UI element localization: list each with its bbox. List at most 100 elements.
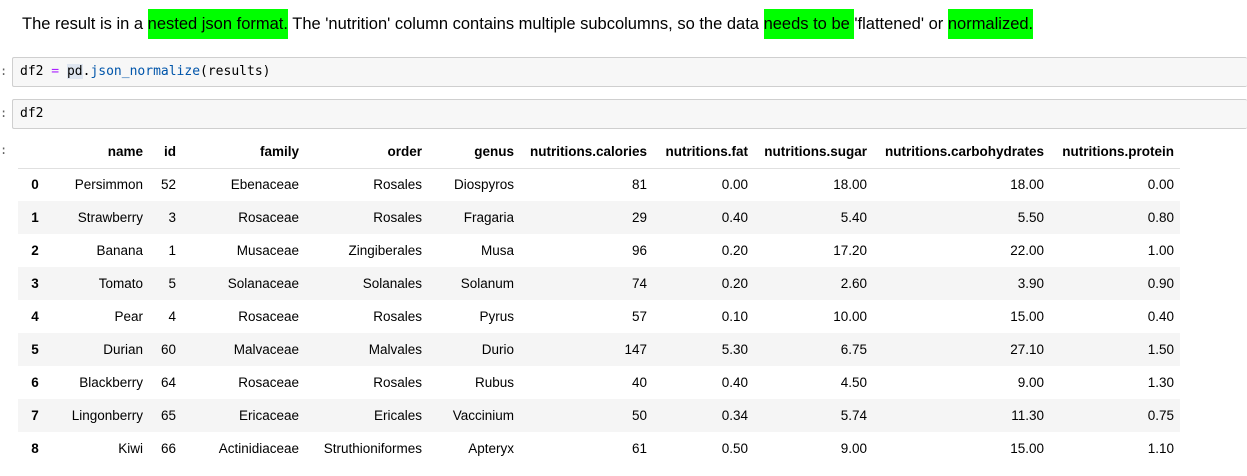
table-cell: 15.00 bbox=[1010, 441, 1044, 456]
table-cell: 40 bbox=[631, 375, 647, 390]
cell-prompt: : bbox=[0, 106, 8, 120]
column-header: name bbox=[52, 136, 149, 169]
column-header: nutritions.protein bbox=[1050, 136, 1180, 169]
table-cell: Malvaceae bbox=[233, 342, 299, 357]
table-cell: Ericaceae bbox=[238, 408, 299, 423]
table-cell: 18.00 bbox=[833, 177, 867, 193]
table-cell: 5.40 bbox=[840, 210, 867, 225]
markdown-text: The result is in a nested json format. T… bbox=[22, 8, 1034, 40]
table-cell: Pear bbox=[114, 309, 143, 324]
column-header: id bbox=[149, 136, 182, 169]
table-cell: Ericales bbox=[373, 408, 422, 423]
table-header-row: name id family order genus nutritions.ca… bbox=[18, 136, 1180, 169]
table-cell: 0.90 bbox=[1147, 276, 1174, 291]
table-cell: Rosales bbox=[373, 177, 422, 193]
row-index: 8 bbox=[31, 441, 39, 456]
table-cell: Solanales bbox=[362, 276, 422, 291]
table-cell: Vaccinium bbox=[452, 408, 514, 423]
table-cell: 0.00 bbox=[1147, 177, 1174, 193]
table-cell: Ebenaceae bbox=[230, 177, 299, 193]
table-cell: 1.30 bbox=[1147, 375, 1174, 390]
table-cell: 18.00 bbox=[1010, 177, 1044, 193]
table-cell: Banana bbox=[96, 243, 143, 258]
table-cell: Tomato bbox=[98, 276, 143, 291]
table-cell: 29 bbox=[631, 210, 647, 225]
table-cell: 0.40 bbox=[721, 210, 748, 225]
column-header: nutritions.carbohydrates bbox=[873, 136, 1050, 169]
table-cell: Rosales bbox=[373, 309, 422, 324]
table-cell: 147 bbox=[624, 342, 647, 357]
table-cell: 4.50 bbox=[840, 375, 867, 390]
table-cell: 0.20 bbox=[721, 276, 748, 291]
table-cell: Rosaceae bbox=[238, 309, 299, 324]
table-cell: 9.00 bbox=[1017, 375, 1044, 390]
column-header: family bbox=[182, 136, 305, 169]
table-row: 4 Pear 4 Rosaceae Rosales Pyrus 57 0.10 10.00 15.… bbox=[18, 300, 1180, 333]
dataframe-table: name id family order genus nutritions.ca… bbox=[18, 136, 1180, 465]
table-cell: 64 bbox=[160, 375, 176, 390]
table-cell: Rosales bbox=[373, 375, 422, 390]
markdown-segment: The result is in a bbox=[22, 15, 148, 33]
column-header: nutritions.calories bbox=[520, 136, 653, 169]
table-cell: 15.00 bbox=[1010, 309, 1044, 324]
table-cell: 0.40 bbox=[721, 375, 748, 390]
table-row: 8 Kiwi 66 Actinidiaceae Struthioniformes Apte… bbox=[18, 432, 1180, 465]
code-function: json_normalize bbox=[90, 64, 201, 79]
table-cell: 11.30 bbox=[1011, 408, 1044, 423]
table-cell: 50 bbox=[631, 408, 647, 423]
table-cell: 5.30 bbox=[721, 342, 748, 357]
table-cell: 0.34 bbox=[721, 408, 748, 423]
row-index: 7 bbox=[31, 408, 39, 423]
code-cell-input[interactable]: df2 bbox=[12, 99, 1247, 129]
table-cell: 0.00 bbox=[721, 177, 748, 193]
table-cell: Malvales bbox=[368, 342, 422, 357]
table-cell: Musaceae bbox=[236, 243, 299, 258]
markdown-segment: The 'nutrition' column contains multiple… bbox=[287, 15, 764, 33]
table-cell: 22.00 bbox=[1010, 243, 1044, 258]
table-cell: 52 bbox=[160, 177, 176, 193]
code-text: df2 bbox=[20, 106, 44, 121]
table-cell: Solanum bbox=[460, 276, 514, 291]
table-cell: Zingiberales bbox=[348, 243, 422, 258]
table-cell: 1.00 bbox=[1147, 243, 1174, 258]
table-row: 1 Strawberry 3 Rosaceae Rosales Fragaria 29 0.4… bbox=[18, 201, 1180, 234]
table-cell: 17.20 bbox=[833, 243, 867, 258]
table-cell: 3.90 bbox=[1017, 276, 1044, 291]
code-cell-input[interactable]: df2 = pd.json_normalize(results) bbox=[12, 57, 1247, 87]
code-operator: = bbox=[43, 64, 67, 79]
column-header: order bbox=[305, 136, 428, 169]
column-header: genus bbox=[428, 136, 520, 169]
table-cell: 6.75 bbox=[840, 342, 867, 357]
table-cell: 74 bbox=[631, 276, 647, 291]
row-index: 3 bbox=[31, 276, 39, 291]
table-cell: 5 bbox=[168, 276, 176, 291]
row-index: 0 bbox=[31, 177, 39, 193]
row-index: 2 bbox=[31, 243, 39, 258]
table-cell: 61 bbox=[631, 441, 647, 456]
table-cell: 1 bbox=[168, 243, 176, 258]
code-dot: . bbox=[82, 64, 91, 79]
table-cell: 57 bbox=[631, 309, 647, 324]
table-row: 5 Durian 60 Malvaceae Malvales Durio 147 5.30 6.… bbox=[18, 333, 1180, 366]
table-cell: Fragaria bbox=[463, 210, 514, 225]
table-cell: 0.40 bbox=[1147, 309, 1174, 324]
table-cell: Solanaceae bbox=[227, 276, 299, 291]
table-cell: 27.10 bbox=[1010, 342, 1044, 357]
highlighted-segment: normalized. bbox=[947, 9, 1034, 39]
table-cell: Blackberry bbox=[79, 375, 143, 390]
table-cell: 96 bbox=[631, 243, 647, 258]
table-cell: 66 bbox=[160, 441, 176, 456]
table-cell: 5.74 bbox=[840, 408, 867, 423]
table-cell: 65 bbox=[160, 408, 176, 423]
output-prompt: : bbox=[0, 143, 8, 157]
table-cell: 1.50 bbox=[1147, 342, 1174, 357]
table-cell: Kiwi bbox=[118, 441, 143, 456]
table-cell: 1.10 bbox=[1147, 441, 1174, 456]
table-cell: Actinidiaceae bbox=[218, 441, 299, 456]
table-cell: 10.00 bbox=[833, 309, 867, 324]
table-cell: 0.20 bbox=[721, 243, 748, 258]
code-object: pd bbox=[66, 64, 83, 79]
table-cell: Durio bbox=[481, 342, 514, 357]
table-cell: Pyrus bbox=[479, 309, 514, 324]
table-cell: Diospyros bbox=[453, 177, 514, 193]
